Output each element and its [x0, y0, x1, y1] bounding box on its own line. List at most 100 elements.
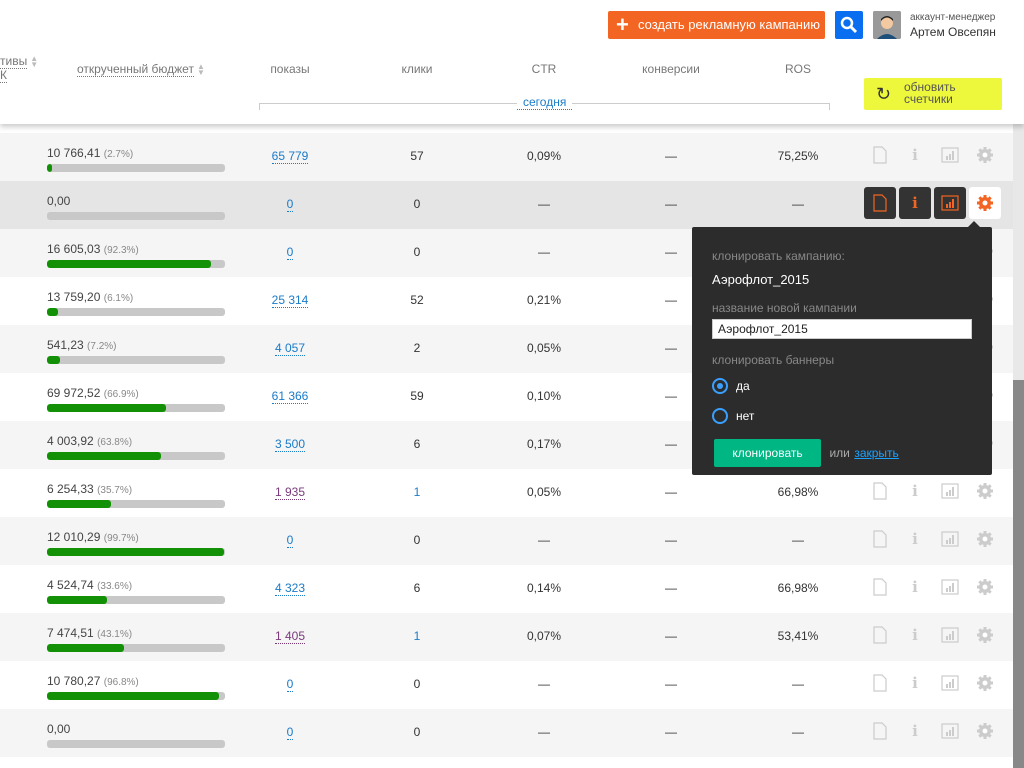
info-button[interactable]: i: [899, 715, 931, 747]
impressions-link[interactable]: 0: [286, 677, 294, 692]
ctr-cell: 0,17%: [526, 437, 562, 451]
column-creatives[interactable]: тивы ▲ ▼ К: [0, 53, 39, 83]
stats-button[interactable]: [934, 667, 966, 699]
sort-icon[interactable]: ▲ ▼: [30, 53, 39, 69]
clicks-value: 6: [413, 437, 421, 451]
stats-button[interactable]: [934, 571, 966, 603]
conversions-cell: —: [665, 533, 677, 547]
impressions-link[interactable]: 0: [286, 197, 294, 212]
table-row[interactable]: : 6 254,33 (35.7%) 1 935 1 0,05% — 66,98…: [0, 469, 1013, 517]
radio-checked-icon[interactable]: [712, 378, 728, 394]
impressions-link[interactable]: 0: [286, 725, 294, 740]
table-row[interactable]: : 10 766,41 (2.7%) 65 779 57 0,09% — 75,…: [0, 133, 1013, 181]
budget-percent: (99.7%): [103, 533, 139, 544]
file-icon: [873, 722, 887, 740]
table-row[interactable]: : 12 010,29 (99.7%) 0 0 — — — i: [0, 517, 1013, 565]
clicks-value: 0: [413, 533, 421, 547]
radio-no[interactable]: нет: [712, 401, 972, 431]
column-budget[interactable]: открученный бюджет ▲ ▼: [77, 61, 205, 77]
info-button[interactable]: i: [899, 619, 931, 651]
budget-progress: [47, 500, 225, 508]
info-button[interactable]: i: [899, 475, 931, 507]
gear-button[interactable]: [969, 667, 1001, 699]
gear-button[interactable]: [969, 715, 1001, 747]
gear-button[interactable]: [969, 523, 1001, 555]
budget-value: 10 766,41 (2.7%): [47, 146, 133, 160]
clicks-cell: 6: [367, 581, 467, 595]
impressions-link[interactable]: 65 779: [271, 149, 309, 164]
budget-progress-fill: [47, 596, 107, 604]
gear-button[interactable]: [969, 571, 1001, 603]
clicks-value[interactable]: 1: [413, 485, 421, 499]
column-impressions: показы: [270, 62, 310, 76]
info-button[interactable]: i: [899, 523, 931, 555]
radio-unchecked-icon[interactable]: [712, 408, 728, 424]
impressions-link[interactable]: 0: [286, 533, 294, 548]
gear-button[interactable]: [969, 139, 1001, 171]
search-button[interactable]: [835, 11, 863, 39]
info-button[interactable]: i: [899, 187, 931, 219]
conversions-cell: —: [665, 437, 677, 451]
table-row[interactable]: : 10 780,27 (96.8%) 0 0 — — — i: [0, 661, 1013, 709]
impressions-link[interactable]: 1 935: [274, 485, 306, 500]
impressions-link[interactable]: 3 500: [274, 437, 306, 452]
file-button[interactable]: [864, 139, 896, 171]
stats-button[interactable]: [934, 619, 966, 651]
conversions-cell: —: [665, 581, 677, 595]
create-campaign-button[interactable]: + создать рекламную кампанию: [608, 11, 825, 39]
file-button[interactable]: [864, 619, 896, 651]
new-name-input[interactable]: [712, 319, 972, 339]
table-row[interactable]: : 0,00 0 0 — — — i: [0, 709, 1013, 757]
info-button[interactable]: i: [899, 139, 931, 171]
plus-icon: +: [616, 12, 629, 37]
gear-button[interactable]: [969, 187, 1001, 219]
impressions-link[interactable]: 4 323: [274, 581, 306, 596]
info-button[interactable]: i: [899, 667, 931, 699]
radio-yes-label: да: [736, 379, 750, 393]
table-row[interactable]: : 0,00 0 0 — — — i: [0, 181, 1013, 229]
clicks-value: 0: [413, 677, 421, 691]
gear-button[interactable]: [969, 475, 1001, 507]
impressions-link[interactable]: 25 314: [271, 293, 309, 308]
stats-button[interactable]: [934, 715, 966, 747]
gear-icon: [976, 482, 994, 500]
close-link[interactable]: закрыть: [854, 446, 899, 460]
impressions-cell: 0: [240, 677, 340, 692]
info-button[interactable]: i: [899, 571, 931, 603]
stats-button[interactable]: [934, 475, 966, 507]
stats-button[interactable]: [934, 523, 966, 555]
clicks-value[interactable]: 1: [413, 629, 421, 643]
refresh-counters-button[interactable]: ↻ обновить счетчики: [864, 78, 1002, 110]
impressions-link[interactable]: 0: [286, 245, 294, 260]
impressions-link[interactable]: 4 057: [274, 341, 306, 356]
budget-amount: 12 010,29: [47, 530, 101, 544]
table-row[interactable]: : 7 474,51 (43.1%) 1 405 1 0,07% — 53,41…: [0, 613, 1013, 661]
file-button[interactable]: [864, 715, 896, 747]
file-button[interactable]: [864, 523, 896, 555]
gear-button[interactable]: [969, 619, 1001, 651]
impressions-link[interactable]: 61 366: [271, 389, 309, 404]
file-button[interactable]: [864, 187, 896, 219]
stats-button[interactable]: [934, 187, 966, 219]
stats-button[interactable]: [934, 139, 966, 171]
sort-icon[interactable]: ▲ ▼: [196, 61, 205, 77]
file-button[interactable]: [864, 667, 896, 699]
period-selector[interactable]: сегодня: [517, 95, 573, 110]
file-button[interactable]: [864, 475, 896, 507]
stats-icon: [941, 579, 959, 595]
radio-yes[interactable]: да: [712, 371, 972, 401]
clone-button[interactable]: клонировать: [714, 439, 821, 467]
impressions-link[interactable]: 1 405: [274, 629, 306, 644]
column-ros: ROS: [784, 62, 811, 76]
account-name[interactable]: Артем Овсепян: [910, 25, 996, 39]
budget-value: 4 524,74 (33.6%): [47, 578, 132, 592]
refresh-label: обновить счетчики: [904, 80, 956, 106]
avatar[interactable]: [873, 11, 901, 39]
scrollbar-thumb[interactable]: [1013, 380, 1024, 768]
file-button[interactable]: [864, 571, 896, 603]
clicks-value: 2: [413, 341, 421, 355]
table-row[interactable]: : 4 524,74 (33.6%) 4 323 6 0,14% — 66,98…: [0, 565, 1013, 613]
budget-amount: 69 972,52: [47, 386, 101, 400]
info-icon: i: [912, 722, 918, 740]
ctr-cell: 0,05%: [526, 485, 562, 499]
